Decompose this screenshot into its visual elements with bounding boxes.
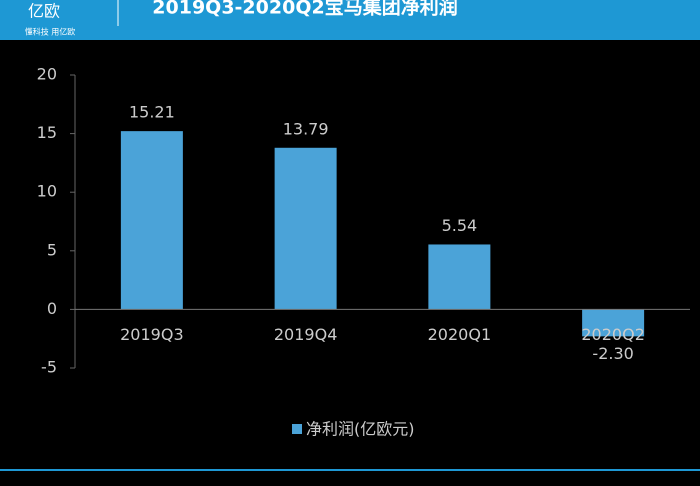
chart-title: 2019Q3-2020Q2宝马集团净利润 (152, 0, 457, 19)
x-tick-label: 2019Q4 (274, 325, 338, 344)
y-tick-label: 0 (47, 299, 57, 318)
data-label: 15.21 (129, 103, 175, 122)
x-tick-label: 2020Q2 (581, 325, 645, 344)
header-band (0, 0, 700, 40)
slogan: 懂科技 用亿欧 (25, 27, 76, 37)
x-tick-label: 2019Q3 (120, 325, 184, 344)
y-tick-label: -5 (41, 358, 57, 377)
logo: 亿欧 (28, 2, 60, 21)
legend-swatch (292, 424, 302, 434)
y-tick-label: 20 (37, 65, 57, 84)
y-tick-label: 5 (47, 240, 57, 259)
bar (582, 309, 645, 337)
data-label: 13.79 (283, 119, 329, 138)
bar (274, 147, 337, 310)
x-tick-label: 2020Q1 (428, 325, 492, 344)
y-tick-label: 10 (37, 182, 57, 201)
bar (428, 244, 491, 310)
legend-label: 净利润(亿欧元) (306, 420, 415, 439)
bar (120, 131, 183, 310)
y-tick-label: 15 (37, 123, 57, 142)
data-label: -2.30 (592, 344, 633, 363)
data-label: 5.54 (442, 216, 478, 235)
